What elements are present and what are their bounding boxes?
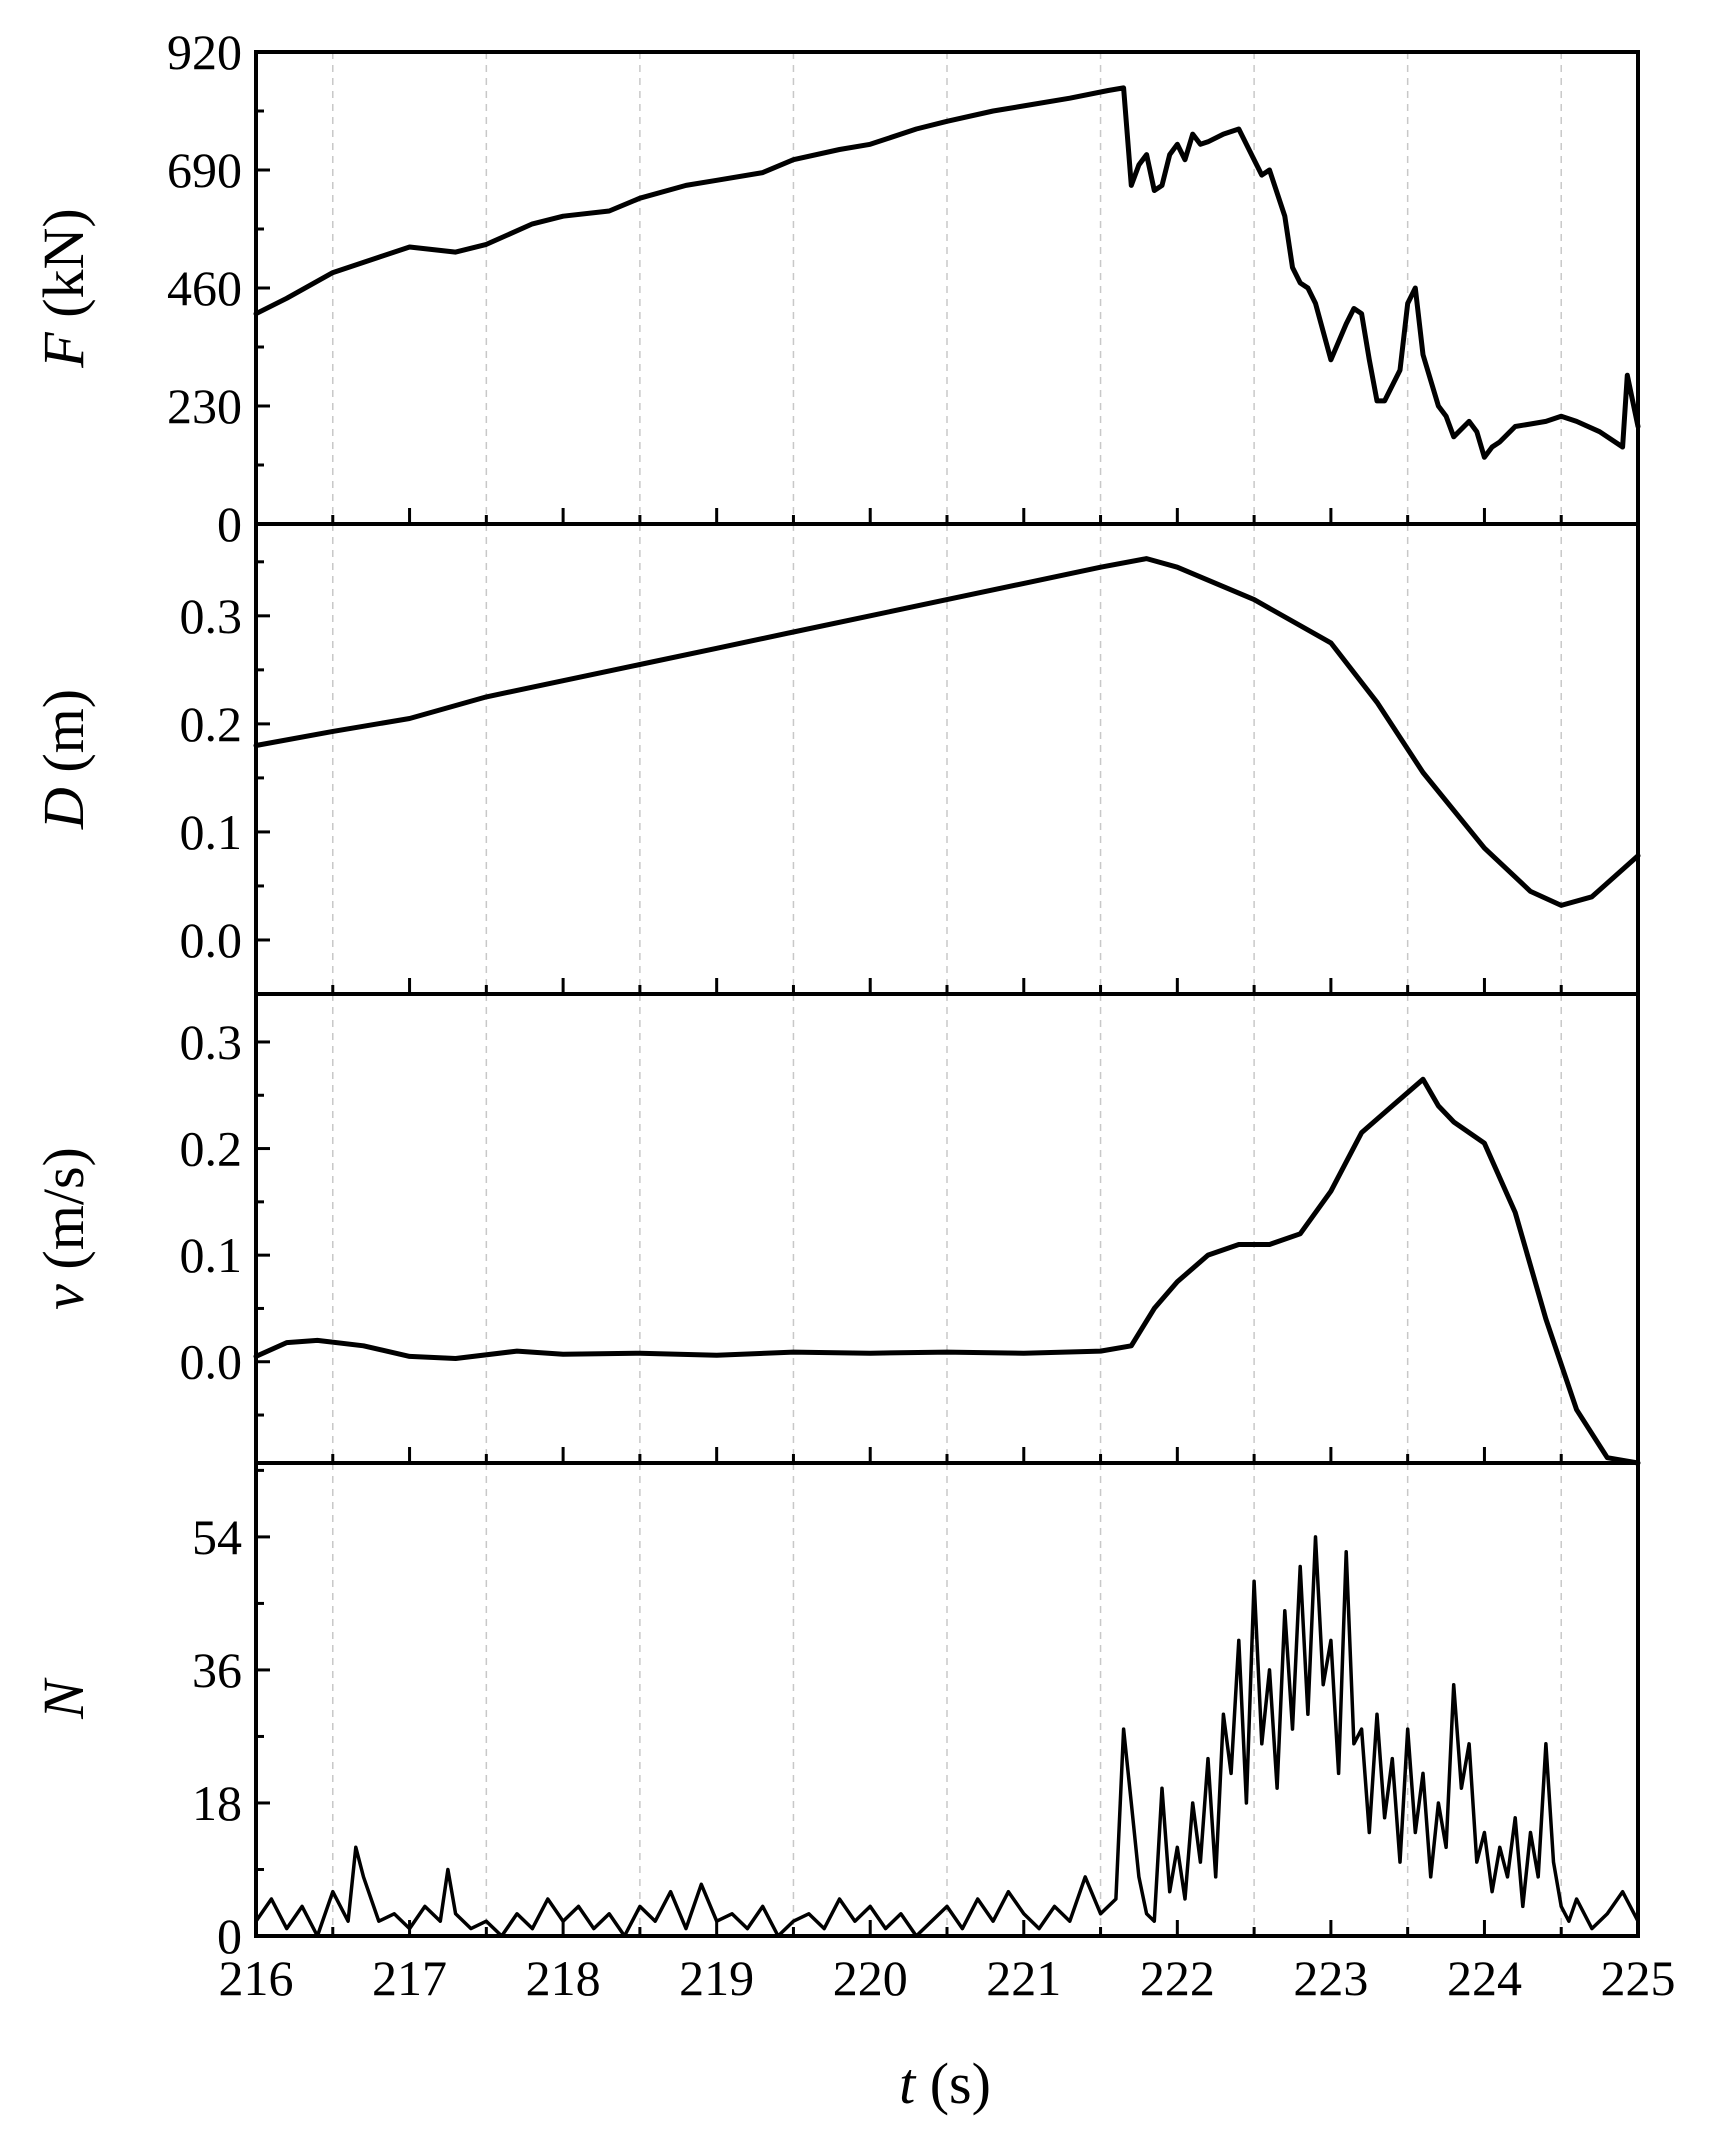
y-axis-symbol: F <box>31 332 96 369</box>
y-tick-label: 0.3 <box>180 1014 243 1070</box>
y-axis-symbol: N <box>31 1677 96 1720</box>
y-axis-unit: (kN) <box>31 208 96 332</box>
y-tick-label: 920 <box>167 24 242 80</box>
y-tick-label: 0.2 <box>180 696 243 752</box>
y-axis-unit: (m) <box>31 689 96 787</box>
y-tick-label: 0.2 <box>180 1121 243 1177</box>
y-tick-label: 36 <box>192 1642 242 1698</box>
y-tick-label: 0 <box>217 496 242 552</box>
x-tick-label: 225 <box>1601 1950 1676 2006</box>
y-tick-label: 230 <box>167 378 242 434</box>
panel-frames <box>254 50 1640 1938</box>
series-line-displacement <box>253 556 1641 908</box>
y-axis-symbol: v <box>31 1284 96 1310</box>
y-tick-label: 18 <box>192 1775 242 1831</box>
data-lines <box>253 85 1641 1938</box>
y-axis-label-count: N <box>31 1677 96 1720</box>
y-tick-label: 54 <box>192 1509 242 1565</box>
grid-lines <box>332 52 1562 1936</box>
x-tick-label: 222 <box>1140 1950 1215 2006</box>
x-tick-label: 218 <box>526 1950 601 2006</box>
y-tick-label: 0.1 <box>180 1227 243 1283</box>
y-axis-symbol: D <box>31 787 96 830</box>
x-tick-label: 217 <box>372 1950 447 2006</box>
y-axis-label-velocity: v (m/s) <box>31 1147 96 1310</box>
y-tick-label: 0.1 <box>180 804 243 860</box>
labels: t (s) 0 230 460 690 920 F (kN) 0.0 0.1 0.2 0.3 D (… <box>31 24 1676 2116</box>
x-tick-label: 221 <box>986 1950 1061 2006</box>
x-axis-label: t (s) <box>899 2051 991 2116</box>
x-axis-symbol: t <box>899 2051 917 2116</box>
y-tick-label: 460 <box>167 260 242 316</box>
x-tick-label: 220 <box>833 1950 908 2006</box>
x-tick-label: 224 <box>1447 1950 1522 2006</box>
y-tick-label: 690 <box>167 142 242 198</box>
y-axis-label-displacement: D (m) <box>31 689 96 830</box>
y-tick-label: 0.0 <box>180 912 243 968</box>
x-tick-label: 223 <box>1293 1950 1368 2006</box>
x-tick-label: 219 <box>679 1950 754 2006</box>
x-axis-unit: (s) <box>915 2051 991 2116</box>
y-tick-label: 0 <box>217 1908 242 1964</box>
series-line-velocity <box>253 1076 1641 1466</box>
y-axis-unit: (m/s) <box>31 1147 96 1284</box>
series-line-count <box>254 1535 1640 1938</box>
y-tick-label: 0.0 <box>180 1334 243 1390</box>
y-axis-label-force: F (kN) <box>31 208 96 368</box>
x-tick-label: 216 <box>219 1950 294 2006</box>
y-tick-label: 0.3 <box>180 588 243 644</box>
series-line-force <box>253 85 1641 460</box>
